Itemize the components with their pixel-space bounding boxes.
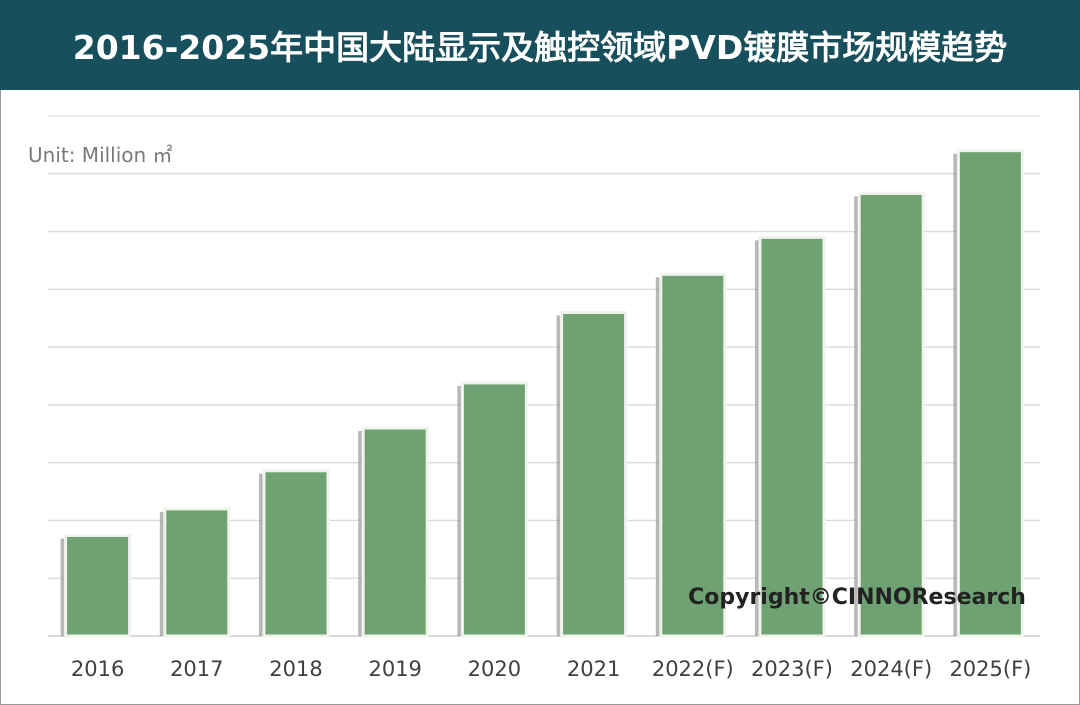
title-bar: 2016-2025年中国大陆显示及触控领域PVD镀膜市场规模趋势	[0, 0, 1080, 90]
unit-label: Unit: Million ㎡	[28, 143, 173, 167]
x-tick-label: 2021	[567, 657, 620, 681]
bar-2023(F)	[758, 235, 826, 638]
bar-2019	[361, 426, 429, 638]
bar-2020	[460, 381, 528, 638]
bars	[60, 149, 1024, 638]
x-tick-label: 2024(F)	[850, 657, 932, 681]
bar-2022(F)	[659, 272, 727, 638]
chart-title: 2016-2025年中国大陆显示及触控领域PVD镀膜市场规模趋势	[72, 28, 1008, 67]
x-tick-label: 2022(F)	[652, 657, 734, 681]
x-tick-labels: 2016 2017 2018 2019 2020 2021 2022(F) 2023(F) 20…	[71, 657, 1031, 681]
bar-2016	[64, 533, 132, 638]
x-tick-label: 2019	[368, 657, 421, 681]
x-tick-label: 2017	[170, 657, 223, 681]
x-tick-label: 2016	[71, 657, 124, 681]
bar-2017	[163, 507, 231, 638]
bar-2024(F)	[857, 191, 925, 638]
x-tick-label: 2020	[468, 657, 521, 681]
x-tick-label: 2025(F)	[949, 657, 1031, 681]
x-tick-label: 2018	[269, 657, 322, 681]
bar-2025(F)	[956, 149, 1024, 638]
bar-2018	[262, 469, 330, 638]
copyright-watermark: Copyright©CINNOResearch	[688, 585, 1026, 610]
bar-2021	[560, 310, 628, 638]
x-tick-label: 2023(F)	[751, 657, 833, 681]
